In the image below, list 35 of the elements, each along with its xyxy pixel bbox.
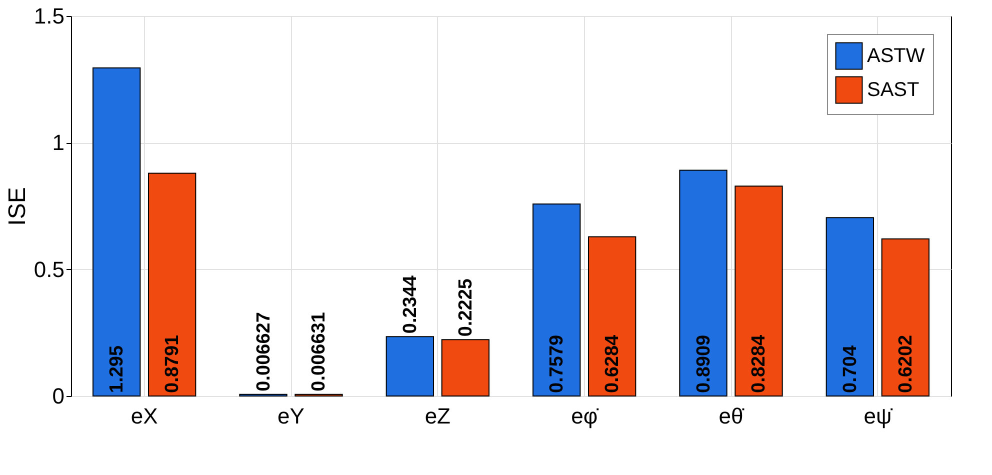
y-axis-title: ISE <box>4 187 31 226</box>
y-tick-label: 1.5 <box>34 4 64 28</box>
x-tick-label: eψ̇ <box>864 404 893 428</box>
data-label: 0.8791 <box>162 334 184 393</box>
data-label: 0.006627 <box>253 312 274 392</box>
bar <box>441 339 490 396</box>
x-tick-label: eφ̇ <box>571 404 599 428</box>
x-tick-label: eθ̇ <box>718 404 744 428</box>
bar <box>588 236 636 396</box>
data-label: 0.2344 <box>400 275 421 334</box>
x-tick-label: eY <box>278 404 305 428</box>
data-label: 0.8909 <box>693 334 714 393</box>
data-label: 0.6202 <box>895 334 916 393</box>
data-label: 0.6284 <box>602 334 624 393</box>
bar <box>734 186 783 396</box>
bar <box>386 336 434 396</box>
legend-label: SAST <box>867 79 920 101</box>
data-label: 0.006631 <box>308 312 330 392</box>
y-tick-label: 0.5 <box>34 256 64 282</box>
bar <box>826 217 874 396</box>
x-tick-label: eZ <box>424 404 451 428</box>
data-label: 0.8284 <box>748 334 770 393</box>
data-label: 0.704 <box>840 345 861 393</box>
legend-label: ASTW <box>867 45 925 67</box>
bar <box>148 172 196 396</box>
bar <box>881 238 930 396</box>
data-label: 0.7579 <box>546 334 568 393</box>
x-tick-label: eX <box>130 404 158 428</box>
y-tick-label: 0 <box>52 384 64 408</box>
bar <box>532 204 581 396</box>
bar <box>92 67 141 396</box>
y-tick-label: 1 <box>52 130 64 156</box>
data-label: 0.2225 <box>455 278 476 337</box>
bar <box>679 170 728 396</box>
data-label: 1.295 <box>106 345 128 393</box>
